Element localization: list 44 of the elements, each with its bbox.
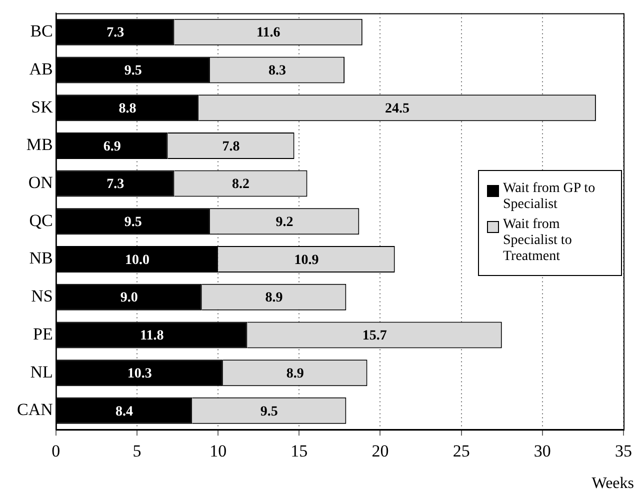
text: 9.5 xyxy=(124,215,142,230)
y-tick-label: PE xyxy=(33,324,53,344)
y-tick-label: MB xyxy=(26,135,53,154)
y-tick-label: NB xyxy=(29,248,53,268)
x-tick-label: 25 xyxy=(452,441,470,460)
y-tick-label: ON xyxy=(28,173,53,192)
x-axis-title: Weeks xyxy=(592,475,634,492)
y-tick-label: SK xyxy=(31,97,54,116)
text: 10.3 xyxy=(127,366,152,382)
x-tick-label: 15 xyxy=(290,441,308,460)
text: 8.3 xyxy=(268,64,286,79)
y-tick-label: NS xyxy=(31,286,53,306)
y-tick-label: BC xyxy=(30,22,53,41)
text: 8.4 xyxy=(116,404,134,420)
y-tick-label: QC xyxy=(29,210,53,230)
text: 7.8 xyxy=(222,139,240,154)
x-tick-label: 35 xyxy=(615,441,632,460)
text: 8.8 xyxy=(118,101,136,116)
text: 6.9 xyxy=(103,139,121,154)
y-tick-label: NL xyxy=(30,362,53,382)
y-tick-label: AB xyxy=(29,59,53,78)
text: 11.6 xyxy=(256,26,280,41)
x-tick-label: 20 xyxy=(372,441,389,460)
x-tick-label: 30 xyxy=(534,441,551,460)
x-tick-label: 5 xyxy=(132,441,142,460)
text: 8.2 xyxy=(232,177,250,192)
text: 9.0 xyxy=(120,290,138,306)
x-tick-label: 10 xyxy=(210,441,227,460)
text: 9.5 xyxy=(124,64,142,79)
text: 15.7 xyxy=(362,328,387,344)
text: 9.5 xyxy=(260,404,278,420)
y-tick-label: CAN xyxy=(16,400,53,420)
text: 10.0 xyxy=(124,252,150,268)
text: 10.9 xyxy=(294,252,319,268)
legend-label: Wait from Specialist to Treatment xyxy=(503,217,573,265)
text: 8.9 xyxy=(286,366,304,382)
text: 9.2 xyxy=(276,215,294,230)
text: 24.5 xyxy=(385,101,410,116)
x-tick-label: 0 xyxy=(52,441,60,460)
text: 7.3 xyxy=(106,177,124,192)
text: 11.8 xyxy=(140,328,164,344)
text: 7.3 xyxy=(106,26,124,41)
legend-label: Wait from GP to Specialist xyxy=(503,181,596,213)
text: 8.9 xyxy=(265,290,283,306)
